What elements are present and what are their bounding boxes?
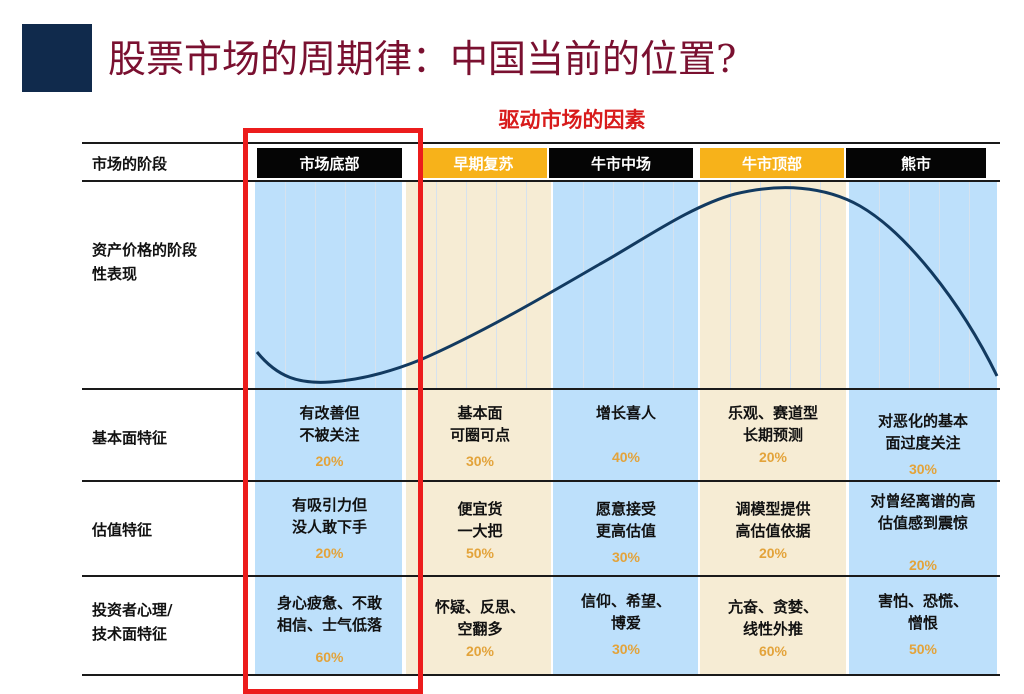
- stage-header-mid-bull: 牛市中场: [549, 148, 693, 178]
- page-title: 股票市场的周期律：中国当前的位置?: [108, 37, 737, 81]
- pct-label: 30%: [611, 549, 641, 565]
- fundamentals-bear: 对恶化的基本 面过度关注 30%: [852, 410, 994, 480]
- grid-line: [790, 182, 791, 388]
- stage-header-bear: 熊市: [846, 148, 986, 178]
- row-label-valuation: 估值特征: [92, 521, 153, 539]
- row-label-psychology: 投资者心理/ 技术面特征: [92, 601, 173, 643]
- column-bg-bear: [849, 182, 997, 676]
- row-label-stage: 市场的阶段: [92, 155, 168, 173]
- grid-line: [315, 182, 316, 388]
- column-bg-bottom: [255, 182, 402, 676]
- table-rule: [82, 480, 1000, 482]
- valuation-bottom: 有吸引力但 没人敢下手 20%: [262, 494, 397, 564]
- chart-subtitle: 驱动市场的因素: [498, 107, 646, 132]
- grid-line: [879, 182, 880, 388]
- grid-line: [909, 182, 910, 388]
- valuation-early-recovery: 便宜货 一大把 50%: [410, 498, 550, 564]
- pct-label: 30%: [908, 461, 938, 477]
- grid-line: [673, 182, 674, 388]
- pct-label: 60%: [758, 643, 788, 659]
- fundamentals-mid-bull: 增长喜人 40%: [556, 402, 696, 468]
- grid-line: [496, 182, 497, 388]
- row-label-fundamentals: 基本面特征: [92, 429, 168, 447]
- stage-header-early-recovery: 早期复苏: [420, 148, 547, 178]
- grid-line: [613, 182, 614, 388]
- pct-label: 50%: [465, 545, 495, 561]
- grid-line: [583, 182, 584, 388]
- pct-label: 20%: [315, 545, 344, 561]
- grid-line: [436, 182, 437, 388]
- grid-line: [285, 182, 286, 388]
- grid-line: [760, 182, 761, 388]
- valuation-bear: 对曾经离谱的高 估值感到震惊 20%: [852, 490, 994, 576]
- grid-line: [730, 182, 731, 388]
- grid-line: [820, 182, 821, 388]
- grid-line: [375, 182, 376, 388]
- psychology-bear: 害怕、恐慌、 憎恨 50%: [852, 590, 994, 660]
- table-rule: [82, 575, 1000, 577]
- grid-line: [466, 182, 467, 388]
- table-rule: [82, 180, 1000, 182]
- current-position-highlight: [243, 128, 423, 694]
- grid-line: [939, 182, 940, 388]
- fundamentals-early-recovery: 基本面 可圈可点 30%: [410, 402, 550, 472]
- fundamentals-bull-top: 乐观、赛道型 长期预测 20%: [703, 402, 843, 468]
- pct-label: 20%: [465, 643, 495, 659]
- grid-line: [643, 182, 644, 388]
- pct-label: 40%: [611, 449, 641, 465]
- grid-line: [526, 182, 527, 388]
- pct-label: 50%: [908, 641, 938, 657]
- table-bottom-rule: [82, 674, 1000, 676]
- title-block-decoration: [22, 24, 92, 92]
- table-top-rule: [82, 142, 1000, 144]
- row-label-price: 资产价格的阶段 性表现: [92, 241, 198, 283]
- pct-label: 20%: [315, 453, 344, 469]
- grid-line: [345, 182, 346, 388]
- pct-label: 20%: [758, 545, 788, 561]
- column-bg-bull-top: [700, 182, 846, 676]
- price-curve-line: [255, 186, 999, 384]
- table-rule: [82, 388, 1000, 390]
- pct-label: 20%: [908, 557, 938, 573]
- pct-label: 60%: [315, 649, 344, 665]
- valuation-bull-top: 调模型提供 高估值依据 20%: [703, 498, 843, 564]
- pct-label: 30%: [465, 453, 495, 469]
- pct-label: 20%: [758, 449, 788, 465]
- pct-label: 30%: [611, 641, 641, 657]
- fundamentals-bottom: 有改善但 不被关注 20%: [262, 402, 397, 472]
- psychology-bottom: 身心疲惫、不敢 相信、士气低落 60%: [262, 592, 397, 668]
- valuation-mid-bull: 愿意接受 更高估值 30%: [556, 498, 696, 568]
- psychology-mid-bull: 信仰、希望、 博爱 30%: [556, 590, 696, 660]
- stage-header-bottom: 市场底部: [257, 148, 402, 178]
- grid-line: [969, 182, 970, 388]
- psychology-bull-top: 亢奋、贪婪、 线性外推 60%: [703, 596, 843, 662]
- stage-header-bull-top: 牛市顶部: [700, 148, 844, 178]
- psychology-early-recovery: 怀疑、反思、 空翻多 20%: [410, 596, 550, 662]
